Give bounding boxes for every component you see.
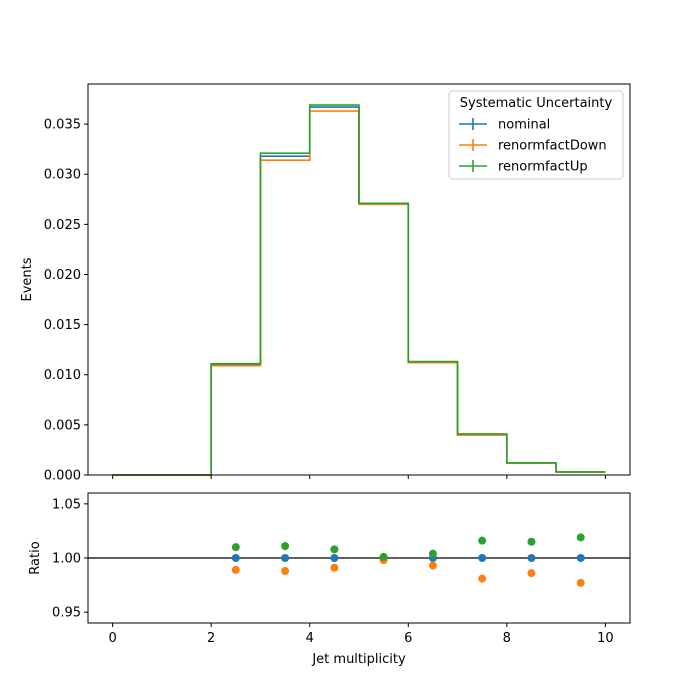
ratio-points-layer <box>231 533 585 587</box>
legend-entry-nominal: nominal <box>459 118 550 133</box>
legend-label: nominal <box>498 118 550 133</box>
ratio-y-tick-label: 1.05 <box>52 497 81 512</box>
ratio-panel: 0.95 1.00 1.05 0 2 4 6 8 10 Ratio Jet multiplic… <box>28 492 631 667</box>
histogram-y-tick-label: 0.035 <box>44 118 81 133</box>
histogram-y-ticks: 0.000 0.005 0.010 0.015 0.020 0.025 0.030 0.035 <box>44 118 88 484</box>
ratio-point-renormfactDown <box>576 578 585 587</box>
ratio-point-nominal <box>330 554 339 562</box>
ratio-point-renormfactUp <box>527 537 536 546</box>
ratio-point-renormfactUp <box>478 536 487 545</box>
ratio-y-tick-label: 1.00 <box>52 552 81 567</box>
histogram-line-renormfactUp <box>112 104 606 476</box>
histogram-y-tick-label: 0.030 <box>44 168 81 183</box>
ratio-x-tick-label: 2 <box>207 631 215 646</box>
ratio-point-renormfactDown <box>478 574 487 583</box>
histogram-y-tick-label: 0.020 <box>44 268 81 283</box>
ratio-point-renormfactDown <box>281 567 290 575</box>
ratio-point-renormfactUp <box>231 543 240 552</box>
histogram-panel: 0.000 0.005 0.010 0.015 0.020 0.025 0.030 0.035… <box>20 83 631 484</box>
histogram-y-axis-label: Events <box>20 257 35 301</box>
histogram-y-tick-label: 0.015 <box>44 318 81 333</box>
ratio-y-tick-label: 0.95 <box>52 606 81 621</box>
legend: Systematic Uncertainty nominal renormfact… <box>448 90 624 180</box>
histogram-series-layer <box>112 104 606 476</box>
ratio-x-axis-label: Jet multiplicity <box>311 652 406 667</box>
ratio-point-nominal <box>281 554 290 562</box>
ratio-x-tick-label: 6 <box>404 631 412 646</box>
histogram-y-tick-label: 0.010 <box>44 368 81 383</box>
histogram-x-ticks <box>112 475 606 479</box>
legend-entry-renormfactDown: renormfactDown <box>459 139 607 154</box>
legend-label: renormfactDown <box>498 139 607 154</box>
ratio-point-nominal <box>527 554 536 562</box>
ratio-point-nominal <box>478 554 487 562</box>
legend-entries: nominal renormfactDown renormfactUp <box>459 118 607 175</box>
legend-title: Systematic Uncertainty <box>460 96 613 111</box>
ratio-x-tick-label: 8 <box>503 631 511 646</box>
histogram-y-tick-label: 0.005 <box>44 418 81 433</box>
legend-entry-renormfactUp: renormfactUp <box>459 160 588 175</box>
ratio-point-renormfactDown <box>231 565 240 574</box>
ratio-point-renormfactDown <box>330 563 339 572</box>
ratio-x-tick-label: 0 <box>108 631 116 646</box>
ratio-point-renormfactUp <box>330 545 339 554</box>
legend-label: renormfactUp <box>498 160 588 175</box>
histogram-axes-frame <box>87 83 631 476</box>
ratio-x-ticks: 0 2 4 6 8 10 <box>108 623 614 646</box>
ratio-point-renormfactUp <box>281 542 290 551</box>
histogram-y-tick-label: 0.025 <box>44 218 81 233</box>
ratio-point-renormfactUp <box>379 552 388 561</box>
ratio-point-renormfactUp <box>428 549 437 558</box>
histogram-y-tick-label: 0.000 <box>44 469 81 484</box>
ratio-y-axis-label: Ratio <box>28 541 43 574</box>
ratio-point-renormfactDown <box>527 569 536 578</box>
ratio-point-nominal <box>576 554 585 562</box>
ratio-point-renormfactDown <box>428 561 437 570</box>
ratio-y-ticks: 0.95 1.00 1.05 <box>52 497 88 621</box>
legend-box <box>448 90 624 180</box>
ratio-point-renormfactUp <box>576 533 585 542</box>
ratio-point-nominal <box>231 554 240 562</box>
ratio-x-tick-label: 10 <box>597 631 614 646</box>
ratio-x-tick-label: 4 <box>306 631 314 646</box>
